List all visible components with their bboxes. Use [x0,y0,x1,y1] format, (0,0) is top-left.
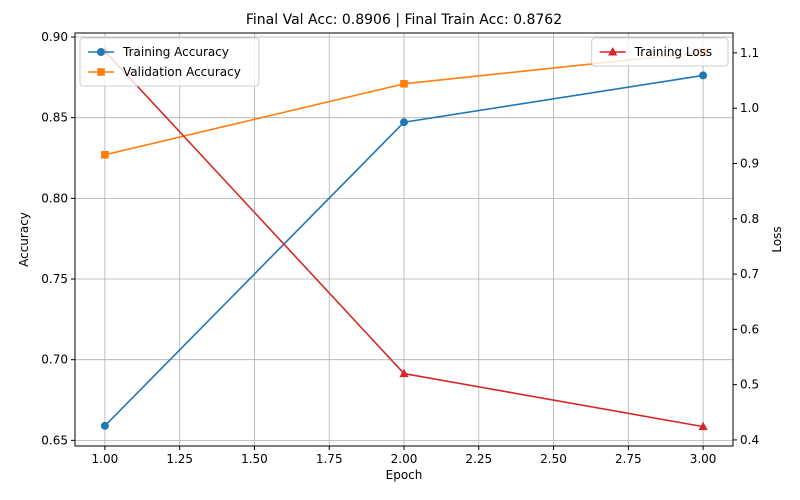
x-tick-label: 2.75 [615,452,642,466]
training-accuracy-point [400,118,408,127]
y-axis-title: Accuracy [17,212,31,267]
training-accuracy-point [699,71,708,80]
y2-tick-label: 0.4 [740,433,759,447]
y2-tick-label: 0.6 [740,322,759,336]
y-tick-label: 0.80 [41,191,68,205]
x-tick-label: 1.50 [241,452,268,466]
training-accuracy-series [100,71,708,430]
grid [75,33,733,446]
chart-title: Final Val Acc: 0.8906 | Final Train Acc:… [246,12,562,28]
legend-upper-right: Training Loss [591,37,729,67]
y2-tick-label: 0.9 [740,156,759,170]
y2-tick-label: 1.1 [740,46,759,60]
y-tick-label: 0.75 [41,272,68,286]
x-tick-label: 1.25 [166,452,193,466]
training-loss-point [698,421,708,431]
validation-accuracy-point [400,80,408,88]
legend-upper-left: Training Accuracy Validation Accuracy [79,37,260,87]
x-tick-label: 1.75 [316,452,343,466]
ticks: 1.00 1.25 1.50 1.75 2.00 2.25 2.50 2.75 3.00 0.65… [41,30,759,466]
y2-tick-label: 1.0 [740,101,759,115]
x-tick-label: 3.00 [690,452,717,466]
y-tick-label: 0.70 [41,353,68,367]
legend-label-validation-accuracy: Validation Accuracy [123,65,241,79]
legend-marker [97,68,105,76]
y2-tick-label: 0.7 [740,267,759,281]
x-tick-label: 2.50 [540,452,567,466]
legend-box [79,37,260,87]
x-axis-title: Epoch [386,468,423,482]
training-accuracy-point [100,421,109,430]
validation-accuracy-point [101,151,109,159]
training-loss-point [399,368,409,378]
y2-tick-label: 0.8 [740,212,759,226]
legend-label-training-loss: Training Loss [634,45,712,59]
y-tick-label: 0.90 [41,30,68,44]
legend-marker [97,48,105,56]
legend-marker [608,47,618,56]
x-tick-label: 2.25 [465,452,492,466]
y-tick-label: 0.65 [41,433,68,447]
x-tick-label: 2.00 [391,452,418,466]
y2-tick-label: 0.5 [740,378,759,392]
legend-label-training-accuracy: Training Accuracy [122,45,229,59]
x-tick-label: 1.00 [92,452,119,466]
y-tick-label: 0.85 [41,111,68,125]
y2-axis-title: Loss [770,226,784,252]
legend-box [591,37,729,67]
